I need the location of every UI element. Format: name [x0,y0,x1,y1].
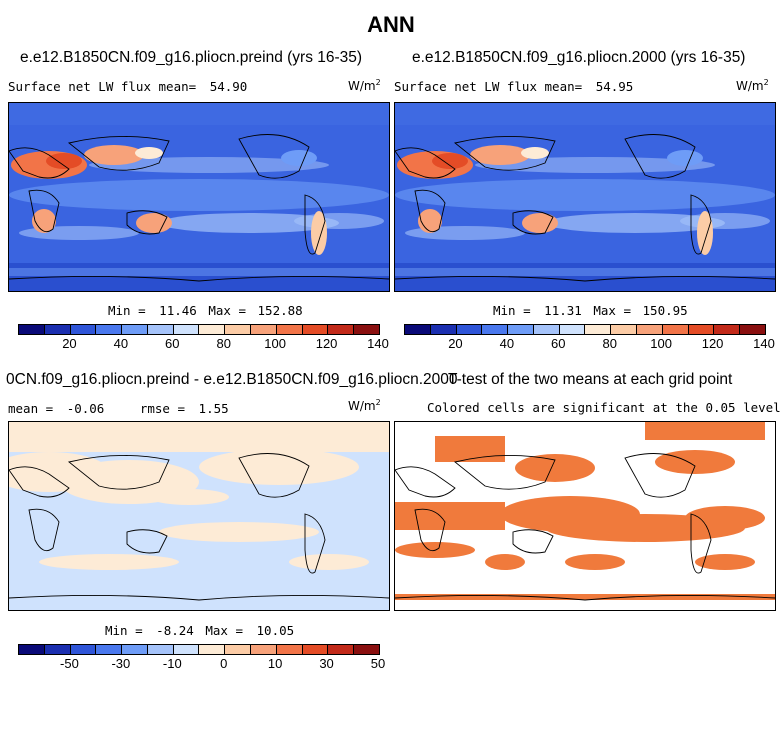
colorbar-cell [96,645,123,654]
panel-2000-mean: 54.95 [595,79,634,94]
panel-preind-title: e.e12.B1850CN.f09_g16.pliocn.preind (yrs… [20,49,363,66]
colorbar-tick-label: 80 [602,336,617,351]
colorbar-cell [122,645,148,654]
panel-preind-variable-label: Surface net LW flux mean= [8,79,197,94]
colorbar-tick-label: -50 [60,656,79,671]
colorbar-cell [147,645,174,654]
panel-ttest-subtitle: Colored cells are significant at the 0.0… [427,400,781,415]
colorbar-cell [251,325,277,334]
panel-diff-minmax: Min = -8.24 Max = 10.05 [105,623,295,638]
panel-diff-title: 0CN.f09_g16.pliocn.preind - e.e12.B1850C… [6,371,458,388]
colorbar-cell [456,325,483,334]
colorbar-tick-label: -10 [162,656,182,671]
colorbar-2000 [404,324,766,335]
colorbar-tick-label: 60 [551,336,566,351]
colorbar-tick-label: 20 [62,336,77,351]
panel-preind-stats: Surface net LW flux mean= 54.90 [8,79,247,94]
map-ttest [394,421,776,611]
colorbar-cell [96,325,123,334]
map-2000-graphic [395,103,775,291]
panel-ttest-title: T-test of the two means at each grid poi… [448,371,733,388]
colorbar-cell [714,325,741,334]
colorbar-cell [225,325,252,334]
colorbar-tick-label: 0 [220,656,228,671]
panel-2000-units: W/m2 [736,78,769,93]
colorbar-tick-label: 120 [315,336,338,351]
colorbar-cell [354,325,379,334]
colorbar-tick-label: 100 [650,336,672,351]
colorbar-cell [740,325,765,334]
colorbar-cell [276,325,303,334]
colorbar-cell [173,645,200,654]
colorbar-tick-label: 10 [267,656,283,671]
panel-2000-stats: Surface net LW flux mean= 54.95 [394,79,633,94]
colorbar-cell [611,325,638,334]
colorbar-cell [533,325,560,334]
colorbar-cell [70,325,97,334]
map-diff [8,421,390,611]
panel-preind-units: W/m2 [348,78,381,93]
panel-2000-title: e.e12.B1850CN.f09_g16.pliocn.2000 (yrs 1… [412,49,746,66]
colorbar-tick-label: 140 [367,336,389,351]
colorbar-tick-label: 60 [165,336,180,351]
panel-preind-mean: 54.90 [209,79,248,94]
colorbar-preind [18,324,380,335]
colorbar-cell [662,325,689,334]
colorbar-tick-label: -30 [111,656,131,671]
colorbar-cell [276,645,303,654]
colorbar-cell [585,325,612,334]
map-ttest-graphic [395,422,775,601]
panel-diff-stats: mean = -0.06 rmse = 1.55 [8,401,229,416]
colorbar-tick-label: 20 [448,336,463,351]
panel-2000-minmax: Min = 11.31 Max = 150.95 [493,303,688,318]
map-diff-graphic [9,422,389,610]
panel-diff-units: W/m2 [348,398,381,413]
colorbar-cell [251,645,277,654]
colorbar-diff [18,644,380,655]
colorbar-cell [173,325,200,334]
colorbar-cell [508,325,534,334]
panel-2000-variable-label: Surface net LW flux mean= [394,79,583,94]
colorbar-cell [430,325,457,334]
colorbar-cell [328,645,355,654]
colorbar-cell [637,325,663,334]
colorbar-tick-label: 100 [264,336,286,351]
figure-title: ANN [367,12,415,37]
panel-preind-minmax: Min = 11.46 Max = 152.88 [108,303,303,318]
colorbar-tick-label: 40 [113,336,129,351]
colorbar-cell [559,325,586,334]
colorbar-tick-label: 30 [319,656,334,671]
colorbar-cell [199,645,226,654]
colorbar-tick-label: 50 [370,656,386,671]
colorbar-cell [44,325,71,334]
map-2000 [394,102,776,292]
colorbar-cell [482,325,509,334]
colorbar-cell [44,645,71,654]
map-preind-graphic [9,103,389,291]
colorbar-cell [328,325,355,334]
colorbar-tick-label: 140 [753,336,775,351]
colorbar-tick-label: 40 [499,336,515,351]
colorbar-cell [70,645,97,654]
colorbar-cell [688,325,715,334]
colorbar-tick-label: 120 [701,336,724,351]
colorbar-cell [147,325,174,334]
colorbar-cell [225,645,252,654]
map-preind [8,102,390,292]
colorbar-cell [302,325,329,334]
colorbar-cell [354,645,379,654]
colorbar-cell [19,645,45,654]
colorbar-cell [19,325,45,334]
colorbar-cell [405,325,431,334]
colorbar-cell [302,645,329,654]
colorbar-cell [199,325,226,334]
colorbar-tick-label: 80 [216,336,231,351]
colorbar-cell [122,325,148,334]
